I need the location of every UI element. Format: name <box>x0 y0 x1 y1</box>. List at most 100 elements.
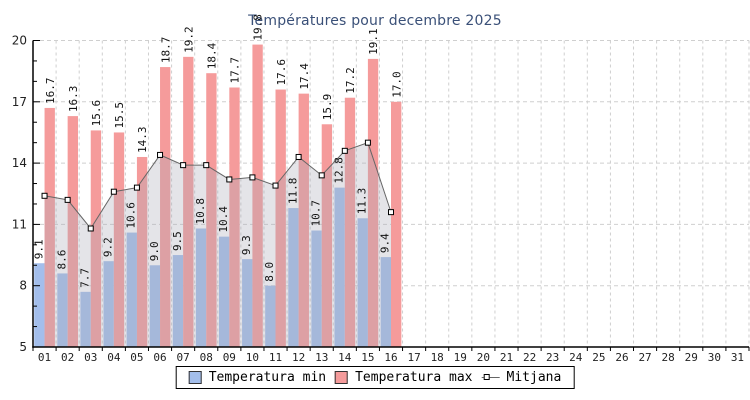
line-marker-icon <box>481 371 500 384</box>
svg-text:18.4: 18.4 <box>206 42 219 69</box>
legend-label-temperatura-min: Temperatura min <box>208 370 327 385</box>
svg-text:10.7: 10.7 <box>309 200 322 227</box>
svg-text:29: 29 <box>685 351 698 364</box>
svg-text:27: 27 <box>638 351 651 364</box>
mean-marker <box>87 225 94 232</box>
svg-text:19.1: 19.1 <box>367 28 380 55</box>
svg-text:11: 11 <box>269 351 282 364</box>
svg-text:10.6: 10.6 <box>125 202 138 229</box>
bars <box>34 44 402 348</box>
axes: 5 8 11 14 17 20 01 02 03 04 05 06 07 08 09 10 11 12 13 14 15… <box>12 34 750 364</box>
svg-text:9.3: 9.3 <box>240 235 253 255</box>
svg-text:28: 28 <box>662 351 675 364</box>
svg-text:9.0: 9.0 <box>148 241 161 261</box>
svg-text:9.4: 9.4 <box>379 233 392 253</box>
svg-text:16.3: 16.3 <box>67 86 80 113</box>
svg-text:18: 18 <box>431 351 444 364</box>
svg-text:15.9: 15.9 <box>321 94 334 121</box>
svg-text:25: 25 <box>592 351 605 364</box>
bar-value-labels: 9.1 16.7 8.6 16.3 7.7 15.6 9.2 15.5 10.6 14.3 9.0 1… <box>32 14 403 288</box>
svg-text:13: 13 <box>315 351 328 364</box>
svg-text:16.7: 16.7 <box>44 77 57 104</box>
svg-text:17.4: 17.4 <box>298 63 311 90</box>
svg-text:17: 17 <box>12 95 27 109</box>
svg-text:26: 26 <box>615 351 628 364</box>
svg-text:15.5: 15.5 <box>113 102 126 129</box>
svg-text:14.3: 14.3 <box>136 126 149 153</box>
svg-text:9.1: 9.1 <box>32 239 45 259</box>
svg-text:5: 5 <box>19 340 27 354</box>
svg-text:9.5: 9.5 <box>171 231 184 251</box>
svg-text:19.8: 19.8 <box>252 14 265 41</box>
svg-text:17.7: 17.7 <box>229 57 242 84</box>
mean-marker <box>249 174 256 181</box>
svg-text:23: 23 <box>546 351 559 364</box>
svg-text:22: 22 <box>523 351 536 364</box>
svg-text:03: 03 <box>84 351 97 364</box>
mean-marker <box>110 188 117 195</box>
mean-marker <box>157 151 164 158</box>
legend-label-temperatura-max: Temperatura max <box>355 370 473 385</box>
svg-text:21: 21 <box>500 351 513 364</box>
svg-text:05: 05 <box>130 351 143 364</box>
svg-text:10.8: 10.8 <box>194 198 207 225</box>
svg-text:04: 04 <box>107 351 121 364</box>
mean-marker <box>64 196 71 203</box>
legend: Temperatura min Temperatura max Mitjana <box>175 366 575 389</box>
mean-marker <box>364 139 371 146</box>
chart-title: Températures pour decembre 2025 <box>248 13 502 29</box>
mean-marker <box>341 147 348 154</box>
svg-text:7.7: 7.7 <box>78 268 91 288</box>
svg-text:17.0: 17.0 <box>390 71 403 98</box>
svg-text:09: 09 <box>223 351 236 364</box>
mean-marker <box>272 182 279 189</box>
legend-label-mitjana: Mitjana <box>506 370 562 385</box>
svg-text:14: 14 <box>12 156 27 170</box>
svg-text:17: 17 <box>407 351 420 364</box>
svg-text:16: 16 <box>384 351 397 364</box>
svg-text:15.6: 15.6 <box>90 100 103 127</box>
svg-text:14: 14 <box>338 351 352 364</box>
svg-text:02: 02 <box>61 351 74 364</box>
svg-text:30: 30 <box>708 351 721 364</box>
svg-text:07: 07 <box>177 351 190 364</box>
mean-marker <box>226 176 233 183</box>
svg-text:8: 8 <box>19 279 27 293</box>
mean-area <box>44 142 391 347</box>
svg-text:10: 10 <box>246 351 259 364</box>
mean-marker <box>133 184 140 191</box>
svg-text:20: 20 <box>12 34 27 48</box>
max-swatch-icon <box>335 371 349 384</box>
svg-text:15: 15 <box>361 351 374 364</box>
legend-item-temperatura-min: Temperatura min <box>188 370 327 385</box>
svg-text:9.2: 9.2 <box>102 237 115 257</box>
svg-text:8.0: 8.0 <box>263 262 276 282</box>
svg-text:01: 01 <box>38 351 51 364</box>
svg-text:31: 31 <box>731 351 744 364</box>
mean-marker <box>41 192 48 199</box>
svg-text:17.2: 17.2 <box>344 67 357 94</box>
svg-text:12.8: 12.8 <box>333 157 346 184</box>
mean-marker <box>318 172 325 179</box>
svg-text:8.6: 8.6 <box>55 250 68 270</box>
legend-item-mitjana: Mitjana <box>481 370 562 385</box>
mean-marker <box>388 209 394 216</box>
legend-item-temperatura-max: Temperatura max <box>335 370 473 385</box>
svg-text:11: 11 <box>12 217 27 231</box>
svg-text:11.3: 11.3 <box>356 188 369 215</box>
svg-text:20: 20 <box>477 351 490 364</box>
min-swatch-icon <box>188 371 202 384</box>
svg-text:11.8: 11.8 <box>286 178 299 205</box>
svg-text:19.2: 19.2 <box>182 26 195 53</box>
mean-line <box>41 139 394 232</box>
svg-text:08: 08 <box>200 351 213 364</box>
svg-text:19: 19 <box>454 351 467 364</box>
svg-text:24: 24 <box>569 351 583 364</box>
svg-text:17.6: 17.6 <box>275 59 288 86</box>
svg-text:18.7: 18.7 <box>159 37 172 64</box>
mean-marker <box>295 153 302 160</box>
svg-text:06: 06 <box>153 351 166 364</box>
mean-marker <box>180 162 187 169</box>
